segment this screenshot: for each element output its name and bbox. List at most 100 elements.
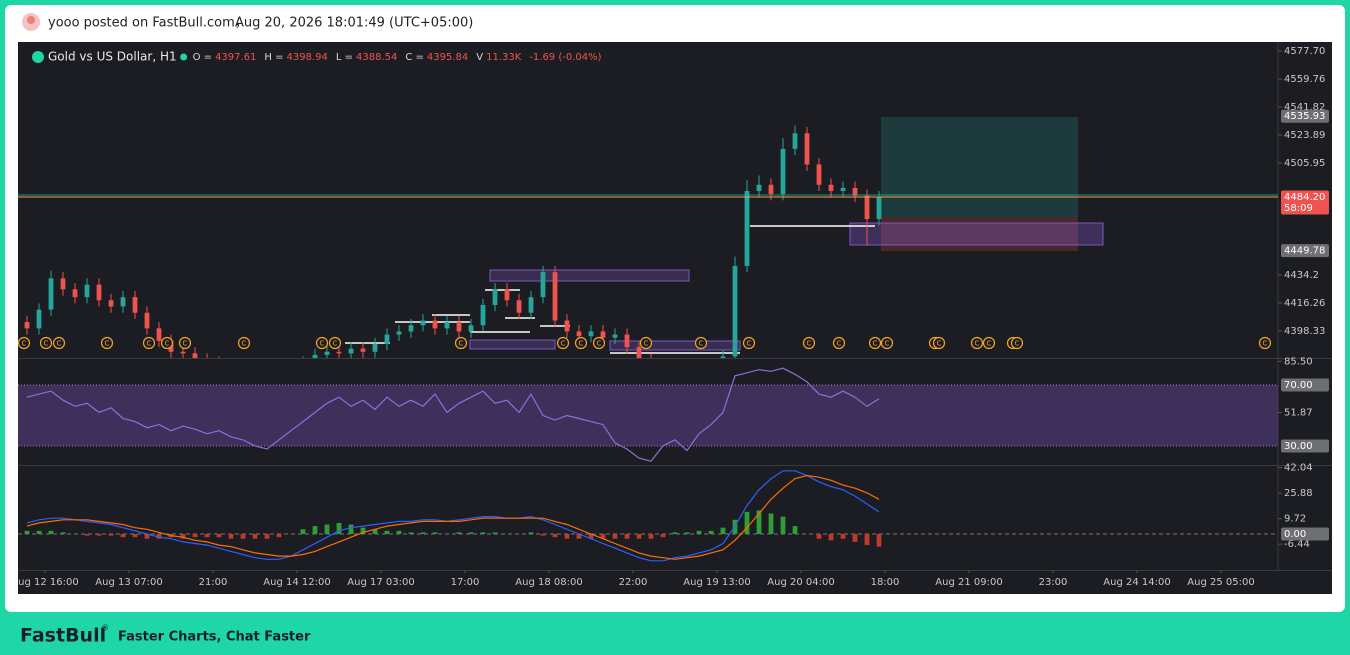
histogram-bar — [408, 532, 414, 534]
histogram-bar — [564, 534, 570, 539]
event-marker[interactable] — [694, 336, 708, 350]
event-marker-label: C — [44, 340, 49, 348]
histogram-bar — [648, 534, 654, 539]
event-marker-label: C — [22, 340, 27, 348]
price-tag-label: 70.00 — [1284, 380, 1313, 391]
event-marker[interactable] — [160, 336, 174, 350]
price-tag — [1281, 109, 1329, 123]
histogram-bar — [312, 526, 318, 534]
event-marker[interactable] — [868, 336, 882, 350]
user-name[interactable]: yooo — [48, 16, 80, 31]
candle-body — [612, 334, 618, 338]
histogram-bar — [132, 534, 138, 538]
candle-body — [552, 272, 558, 321]
event-marker[interactable] — [178, 336, 192, 350]
legend-value: 4388.54 — [356, 52, 397, 63]
event-marker[interactable] — [574, 336, 588, 350]
chart-area — [18, 42, 1332, 594]
event-marker[interactable] — [982, 336, 996, 350]
event-marker[interactable] — [1258, 336, 1272, 350]
zone-box[interactable] — [489, 269, 690, 282]
price-tag-label: 0.00 — [1284, 529, 1306, 540]
price-tag — [1281, 378, 1329, 392]
event-marker[interactable] — [802, 336, 816, 350]
histogram-bar — [624, 534, 630, 539]
drawings — [345, 117, 1104, 354]
event-marker[interactable] — [639, 336, 653, 350]
candle-body — [72, 289, 78, 298]
event-marker[interactable] — [52, 336, 66, 350]
event-marker[interactable] — [315, 336, 329, 350]
histogram-bar — [456, 532, 462, 534]
histogram-bar — [24, 530, 30, 534]
histogram-bar — [120, 534, 126, 538]
histogram-bar — [336, 522, 342, 534]
event-marker[interactable] — [932, 336, 946, 350]
histogram-bar — [192, 534, 198, 538]
event-marker-label: C — [747, 340, 752, 348]
zone-box[interactable] — [609, 340, 741, 351]
position-target[interactable] — [881, 117, 1078, 217]
x-tick-label: Aug 17 03:00 — [347, 577, 414, 588]
symbol-title[interactable]: Gold vs US Dollar, H1 — [48, 50, 177, 64]
event-marker[interactable] — [742, 336, 756, 350]
histogram-bar — [852, 534, 858, 542]
event-marker[interactable] — [328, 336, 342, 350]
event-marker[interactable] — [1010, 336, 1024, 350]
candle-body — [516, 300, 522, 313]
candle-body — [480, 304, 486, 326]
event-marker[interactable] — [237, 336, 251, 350]
x-tick-label: Aug 20 04:00 — [767, 577, 834, 588]
candle-body — [540, 272, 546, 298]
event-marker[interactable] — [142, 336, 156, 350]
candle-body — [864, 195, 870, 220]
y-tick-label: 4398.33 — [1284, 326, 1325, 337]
x-tick-label: 21:00 — [199, 577, 228, 588]
candle-body — [396, 331, 402, 335]
histogram-bar — [348, 524, 354, 534]
event-marker-label: C — [147, 340, 152, 348]
histogram-bar — [324, 524, 330, 534]
event-marker[interactable] — [39, 336, 53, 350]
candle-body — [24, 322, 30, 329]
histogram-bar — [96, 534, 102, 536]
event-marker[interactable] — [100, 336, 114, 350]
event-marker[interactable] — [18, 336, 31, 350]
candle-body — [768, 184, 774, 195]
x-tick-label: Aug 13 07:00 — [95, 577, 162, 588]
candle-body — [828, 184, 834, 192]
trademark: ® — [101, 624, 109, 633]
histogram-bar — [672, 532, 678, 534]
candle-body — [456, 322, 462, 332]
event-marker-label: C — [837, 340, 842, 348]
brand[interactable]: FastBull — [20, 625, 106, 647]
price-tag-label: 4449.78 — [1284, 246, 1325, 257]
histogram-bar — [840, 534, 846, 539]
candle-body — [372, 343, 378, 352]
event-marker[interactable] — [970, 336, 984, 350]
event-marker[interactable] — [880, 336, 894, 350]
event-marker[interactable] — [556, 336, 570, 350]
plot: CCCCCCCCCCCCCCCCCCCCCCCCCCCC — [18, 125, 1272, 358]
event-marker-label: C — [57, 340, 62, 348]
histogram-bar — [48, 530, 54, 534]
zone-box[interactable] — [849, 222, 1104, 246]
candle-body — [492, 289, 498, 305]
candle-body — [156, 328, 162, 341]
legend-key: H = — [264, 52, 283, 63]
event-marker[interactable] — [592, 336, 606, 350]
event-marker[interactable] — [454, 336, 468, 350]
x-tick-label: 23:00 — [1039, 577, 1068, 588]
histogram-bar — [792, 526, 798, 534]
candle-body — [120, 297, 126, 307]
candle-body — [504, 289, 510, 301]
zone-box[interactable] — [469, 339, 556, 350]
x-tick-label: Aug 12 16:00 — [11, 577, 78, 588]
event-marker[interactable] — [832, 336, 846, 350]
legend-value: 4395.84 — [427, 52, 468, 63]
event-marker-label: C — [561, 340, 566, 348]
candle-body — [816, 164, 822, 185]
candle-body — [636, 347, 642, 358]
candle-body — [108, 300, 114, 307]
